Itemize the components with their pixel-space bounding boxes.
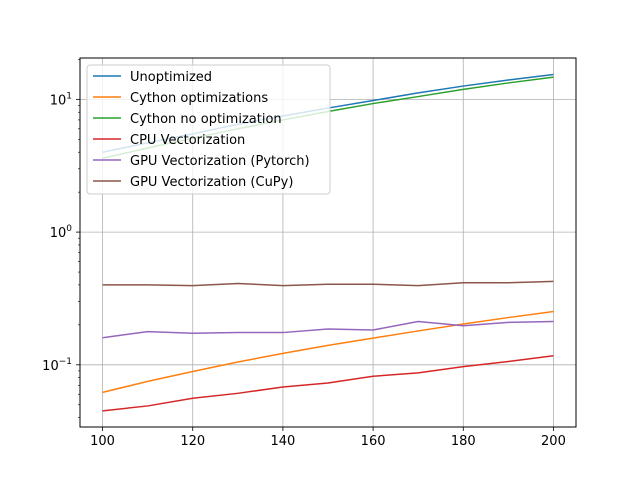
x-tick-label: 200 [541,434,566,449]
y-tick-label-base: 10 [42,359,59,374]
y-tick-label-exponent: 1 [66,91,72,101]
y-tick-label-base: 10 [50,93,67,108]
legend-entry-label: Cython no optimization [130,112,282,127]
legend-entry-label: Cython optimizations [130,91,268,106]
series-line-4 [102,355,554,412]
y-tick-label: 10−1 [42,357,72,374]
y-tick-label: 100 [50,224,73,241]
x-axis: 100 120 140 160 180 200 [90,427,566,449]
legend-entry-label: Unoptimized [130,70,212,85]
x-tick-label: 160 [361,434,386,449]
y-tick-label-base: 10 [50,226,67,241]
y-tick-label-exponent: −1 [59,357,72,367]
legend-box [86,64,331,195]
y-tick-label: 101 [50,91,72,108]
plot-area-frame [79,57,577,428]
series-line-2 [102,310,554,394]
series-line-5 [102,320,554,339]
x-tick-label: 140 [270,434,295,449]
x-tick-label: 120 [180,434,205,449]
x-tick-label: 100 [90,434,115,449]
legend-entry-label: CPU Vectorization [130,133,245,148]
legend: Unoptimized Cython optimizations Cython no… [86,64,331,195]
legend-entry-label: GPU Vectorization (Pytorch) [130,154,310,169]
series-line-6 [102,280,554,287]
y-tick-label-exponent: 0 [66,224,72,234]
x-tick-label: 180 [451,434,476,449]
legend-entry-label: GPU Vectorization (CuPy) [130,175,293,190]
